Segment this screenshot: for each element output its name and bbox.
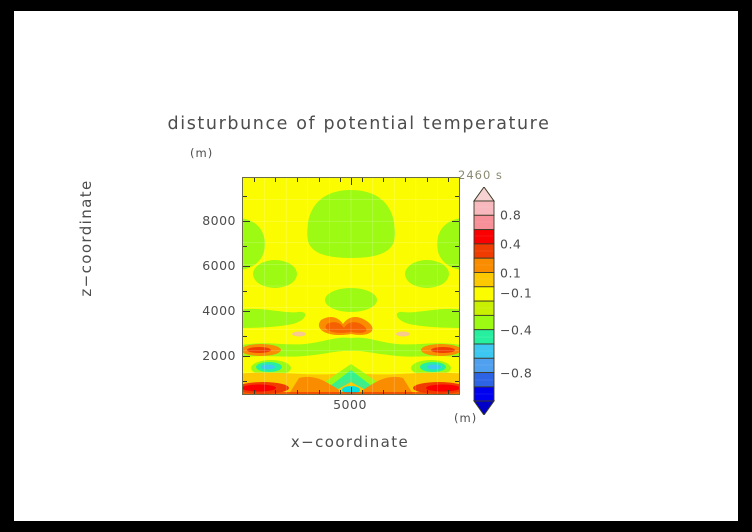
axis-tick-major (351, 387, 352, 394)
colorbar-tick-label: −0.1 (500, 285, 533, 301)
axis-tick-major (452, 221, 459, 222)
axis-tick (243, 246, 247, 247)
axis-tick (253, 178, 255, 182)
page-title: disturbunce of potential temperature (167, 114, 551, 134)
axis-tick (405, 178, 406, 182)
y-tick-label: 8000 (202, 213, 236, 228)
time-stamp-label: 2460 s (458, 168, 503, 182)
axis-tick (455, 246, 459, 247)
colorbar-tick-label: −0.8 (500, 365, 533, 381)
axis-tick (243, 336, 247, 337)
title-units-label: (m) (190, 146, 214, 160)
x-axis-label: x−coordinate (290, 433, 410, 451)
axis-tick-major (243, 221, 250, 222)
axis-tick (361, 178, 363, 182)
axis-tick-major (243, 311, 250, 312)
x-axis-tick-labels: 5000 (242, 397, 458, 417)
axis-tick-major (351, 178, 352, 185)
axis-tick (318, 390, 320, 394)
axis-tick (297, 178, 298, 182)
axis-tick (405, 390, 406, 394)
axis-tick (253, 390, 255, 394)
axis-tick (340, 390, 342, 394)
colorbar-tick-label: −0.4 (500, 322, 533, 338)
axis-tick (426, 178, 428, 182)
axis-tick (318, 178, 320, 182)
axis-tick-major (243, 266, 250, 267)
axis-tick (361, 390, 363, 394)
colorbar (473, 187, 495, 415)
axis-tick (297, 390, 298, 394)
colorbar-tick-label: 0.8 (500, 207, 522, 223)
axis-tick (383, 178, 385, 182)
axis-tick (426, 390, 428, 394)
axis-tick (455, 381, 459, 382)
x-tick-label: 5000 (333, 397, 367, 412)
axis-tick-major (243, 356, 250, 357)
colorbar-swatches (473, 187, 495, 415)
axis-tick (383, 390, 385, 394)
axis-tick (455, 196, 459, 197)
axis-tick (275, 390, 277, 394)
contour-plot-area (242, 177, 460, 395)
axis-tick-major (452, 311, 459, 312)
axis-tick-major (452, 356, 459, 357)
axis-tick-major (452, 266, 459, 267)
figure-page: disturbunce of potential temperature (m)… (14, 11, 738, 521)
contour-field (243, 178, 459, 394)
axis-tick (275, 178, 277, 182)
y-tick-label: 4000 (202, 303, 236, 318)
colorbar-tick-label: 0.1 (500, 265, 522, 280)
colorbar-units-label: (m) (454, 411, 478, 425)
axis-tick (455, 336, 459, 337)
y-tick-label: 2000 (202, 348, 236, 363)
colorbar-tick-labels: 0.8 0.4 0.1 −0.1 −0.4 −0.8 (500, 187, 570, 415)
axis-tick (448, 178, 450, 182)
axis-tick (243, 196, 247, 197)
axis-tick (243, 291, 247, 292)
colorbar-tick-label: 0.4 (500, 236, 522, 252)
axis-tick (243, 381, 247, 382)
axis-tick (340, 178, 342, 182)
y-axis-tick-labels: 8000 6000 4000 2000 (174, 177, 236, 393)
axis-tick (448, 390, 450, 394)
y-tick-label: 6000 (202, 258, 236, 273)
y-axis-label: z−coordinate (77, 179, 95, 297)
axis-tick (455, 291, 459, 292)
